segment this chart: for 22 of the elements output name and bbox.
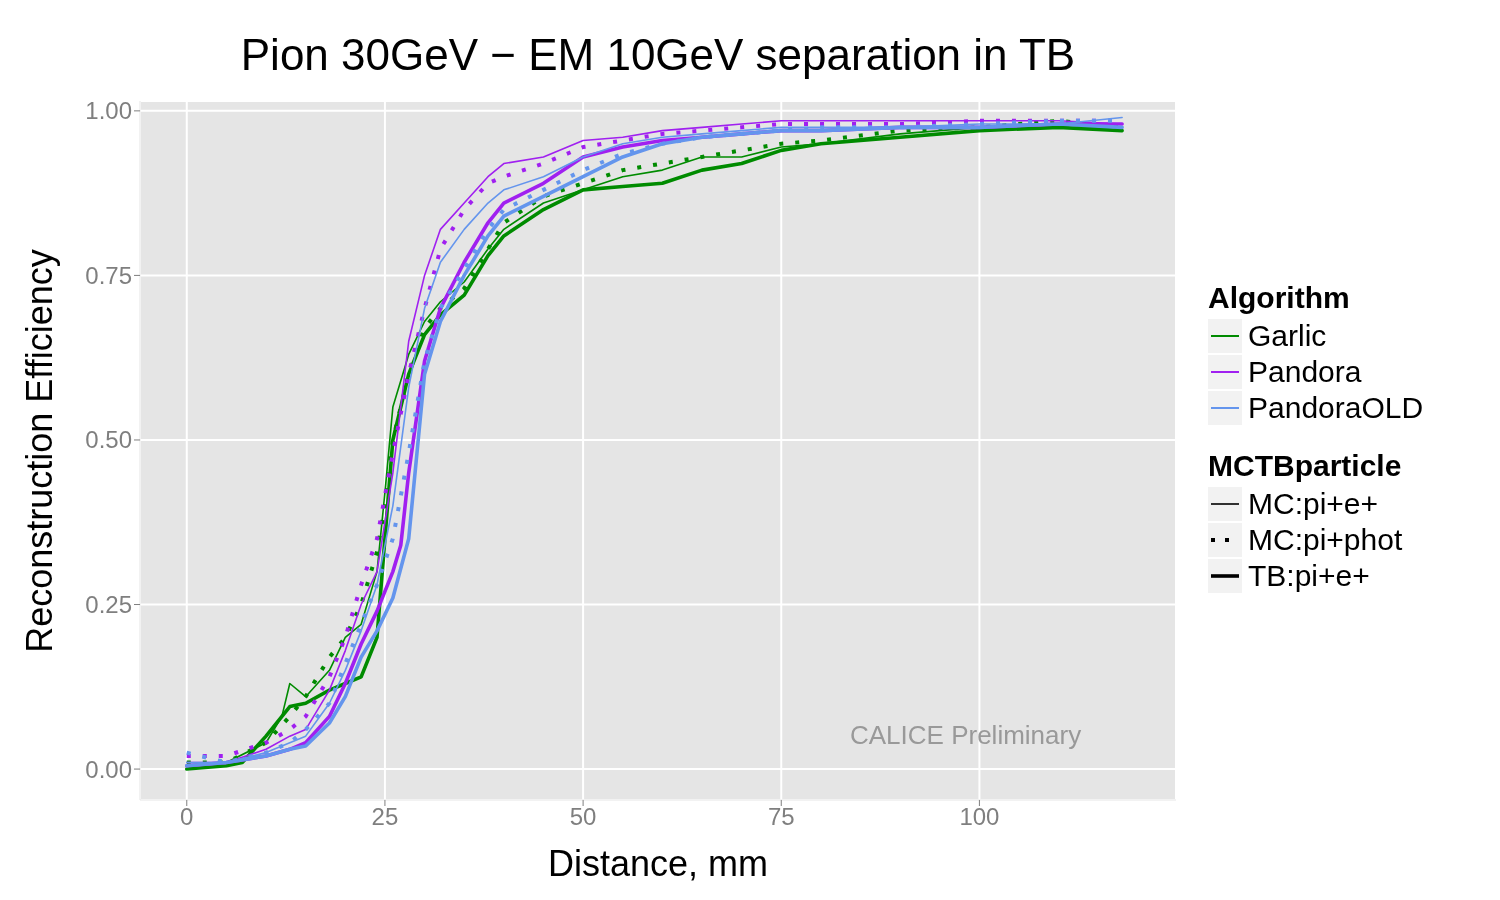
text: TB:pi+e+	[1248, 559, 1370, 593]
y-tick-label: 0.75	[85, 261, 132, 289]
y-tick-label: 0.50	[85, 426, 132, 454]
x-tick-label: 25	[371, 803, 399, 831]
x-tick-label: 50	[569, 803, 597, 831]
y-tick-label: 0.25	[85, 591, 132, 619]
legend-title: Algorithm	[1208, 280, 1351, 316]
x-tick-label: 0	[180, 803, 194, 831]
x-tick-label: 100	[959, 803, 1000, 831]
y-axis-title: Reconstruction Efficiency	[18, 247, 61, 655]
text: MC:pi+phot	[1248, 523, 1403, 557]
legend-label: Garlic	[1248, 319, 1327, 353]
text: MC:pi+e+	[1248, 487, 1379, 521]
legend-label: Pandora	[1248, 355, 1362, 389]
y-tick-label: 1.00	[85, 97, 132, 125]
x-tick-label: 75	[767, 803, 795, 831]
text: MCTBparticle	[1208, 448, 1403, 484]
x-axis-title: Distance, mm	[546, 842, 769, 886]
chart-title: Pion 30GeV − EM 10GeV separation in TB	[239, 29, 1077, 81]
legend-label: PandoraOLD	[1248, 391, 1424, 425]
y-tick-label: 0.00	[85, 755, 132, 783]
annotation: CALICE Preliminary	[850, 720, 1082, 751]
